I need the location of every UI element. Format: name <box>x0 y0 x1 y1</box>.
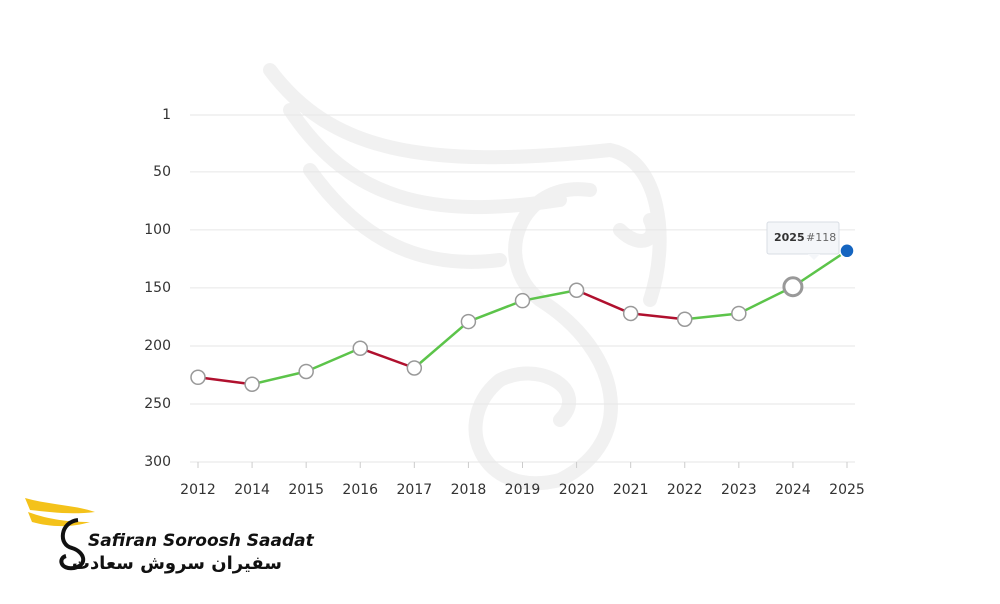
data-point <box>677 311 693 328</box>
data-point <box>839 243 855 259</box>
x-tick-label: 2025 <box>829 482 865 498</box>
line-segment <box>467 299 523 323</box>
y-tick-label: 50 <box>153 164 171 180</box>
x-tick-label: 2012 <box>180 482 216 498</box>
logo-s <box>59 518 86 571</box>
x-tick-label: 2017 <box>397 482 433 498</box>
data-point <box>190 369 206 386</box>
line-segment <box>413 320 470 369</box>
tooltip-pointer <box>808 254 820 260</box>
line-segment <box>305 347 361 373</box>
logo-wing <box>25 498 95 514</box>
data-point <box>568 282 585 298</box>
logo: Safiran Soroosh Saadat سفیران سروش سعادت <box>25 498 315 574</box>
line-segment <box>359 347 415 370</box>
data-point <box>622 305 639 322</box>
y-tick-label: 300 <box>144 454 171 470</box>
x-tick-label: 2014 <box>234 482 270 498</box>
tooltip-text: #118 <box>806 231 836 244</box>
x-tick-label: 2018 <box>451 482 487 498</box>
line-segment <box>197 376 253 386</box>
y-tick-label: 100 <box>144 222 171 238</box>
tooltip-box <box>766 221 840 255</box>
x-tick-label: 2020 <box>559 482 595 498</box>
x-tick-label: 2023 <box>721 482 757 498</box>
data-point <box>731 305 747 322</box>
x-tick-label: 2022 <box>667 482 703 498</box>
x-tick-label: 2024 <box>775 482 811 498</box>
x-tick-label: 2016 <box>342 482 378 498</box>
tooltip: 2025 #118 <box>766 221 840 260</box>
data-point <box>514 292 531 309</box>
logo-wing <box>28 512 90 527</box>
line-segment <box>792 249 848 288</box>
line-segment <box>251 370 307 386</box>
line-segment <box>630 312 685 321</box>
data-point <box>244 376 260 392</box>
data-point <box>298 363 314 380</box>
watermark <box>263 63 667 491</box>
data-point <box>460 313 477 330</box>
y-tick-label: 150 <box>144 280 171 296</box>
line-segment <box>684 312 739 321</box>
data-point <box>352 340 368 357</box>
y-tick-label: 1 <box>162 107 171 123</box>
y-tick-label: 250 <box>144 396 171 412</box>
y-tick-label: 200 <box>144 338 171 354</box>
x-tick-label: 2015 <box>288 482 324 498</box>
line-segment <box>576 289 632 315</box>
tooltip-title: 2025 <box>774 231 805 244</box>
data-point <box>782 276 804 298</box>
line-segment <box>522 289 577 302</box>
x-tick-label: 2021 <box>613 482 649 498</box>
data-point <box>406 360 423 376</box>
x-tick-label: 2019 <box>505 482 541 498</box>
logo-name-fa: سفیران سروش سعادت <box>72 553 282 574</box>
logo-name: Safiran Soroosh Saadat <box>88 531 315 551</box>
